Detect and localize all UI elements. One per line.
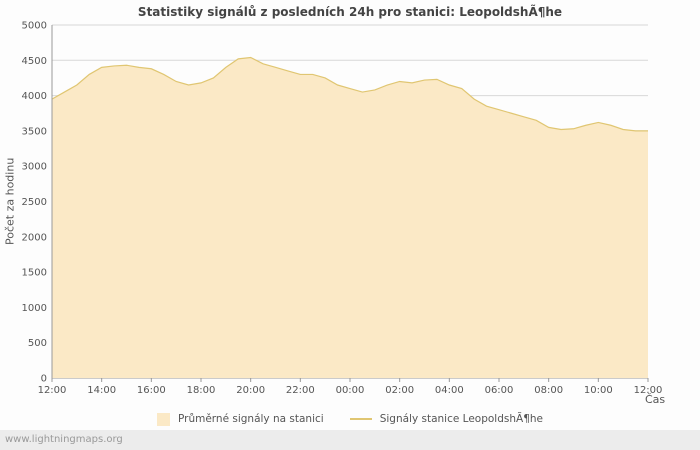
legend-line-label: Signály stanice LeopoldshÃ¶he xyxy=(379,413,543,425)
watermark: www.lightningmaps.org xyxy=(5,434,123,445)
footer: www.lightningmaps.org xyxy=(0,430,700,450)
legend: Průměrné signály na stanici Signály stan… xyxy=(0,410,700,428)
x-tick-label: 16:00 xyxy=(137,385,166,396)
y-tick-label: 1000 xyxy=(22,303,47,314)
x-tick-label: 08:00 xyxy=(534,385,563,396)
line-series xyxy=(51,56,648,132)
y-tick-label: 3500 xyxy=(22,126,47,137)
area-series xyxy=(52,57,648,378)
x-tick-label: 12:00 xyxy=(38,385,67,396)
area-chart: 0 500 1000 1500 2000 2500 3000 3500 4000 4500 5000… xyxy=(22,21,663,397)
y-tick-label: 1500 xyxy=(22,268,47,279)
x-tick-label: 12:00 xyxy=(634,385,663,396)
chart-title: Statistiky signálů z posledních 24h pro … xyxy=(137,5,563,19)
x-tick-label: 22:00 xyxy=(286,385,315,396)
legend-area-label: Průměrné signály na stanici xyxy=(177,413,324,425)
x-tick-label: 18:00 xyxy=(187,385,216,396)
x-tick-label: 04:00 xyxy=(435,385,464,396)
x-tick-label: 00:00 xyxy=(336,385,365,396)
y-tick-label: 3000 xyxy=(22,162,47,173)
y-tick-label: 0 xyxy=(41,374,47,385)
y-tick-label: 4500 xyxy=(22,56,47,67)
legend-line-swatch xyxy=(349,418,372,420)
y-tick-label: 2000 xyxy=(22,232,47,243)
y-tick-label: 2500 xyxy=(22,197,47,208)
legend-area-swatch xyxy=(156,412,170,426)
y-tick-label: 500 xyxy=(28,338,47,349)
y-tick-label: 4000 xyxy=(22,91,47,102)
x-axis-title: Čas xyxy=(645,393,666,406)
x-tick-label: 02:00 xyxy=(385,385,414,396)
x-tick-label: 06:00 xyxy=(485,385,514,396)
x-tick-label: 14:00 xyxy=(87,385,116,396)
x-tick-label: 10:00 xyxy=(584,385,613,396)
x-tick-label: 20:00 xyxy=(236,385,265,396)
y-tick-label: 5000 xyxy=(22,21,47,32)
